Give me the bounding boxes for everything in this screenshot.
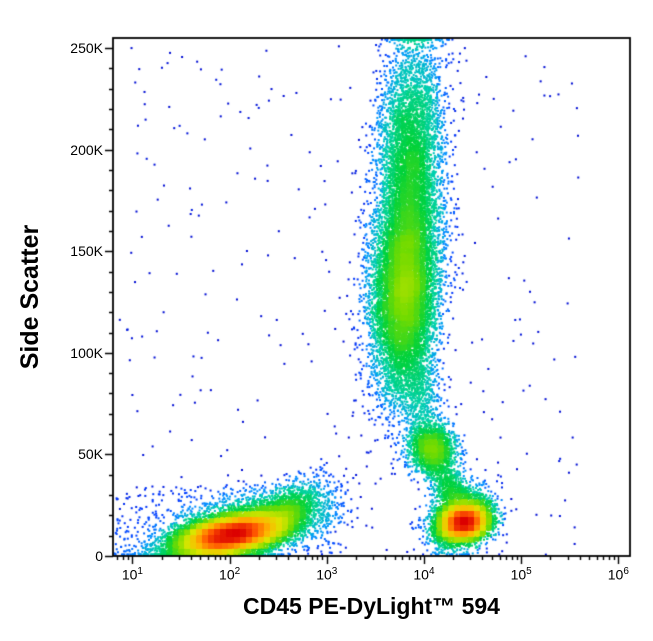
x-tick-label: 101 (121, 566, 143, 583)
y-tick-label: 150K (70, 243, 103, 260)
x-tick-label: 106 (607, 566, 629, 583)
x-axis-label: CD45 PE-DyLight™ 594 (243, 593, 500, 619)
x-tick-label: 104 (413, 566, 435, 583)
x-tick-label: 102 (219, 566, 241, 583)
y-tick-label: 100K (70, 344, 103, 361)
x-tick-label: 105 (510, 566, 532, 583)
y-tick-label: 50K (78, 446, 103, 463)
x-tick-label: 103 (316, 566, 338, 583)
y-axis-label: Side Scatter (16, 224, 44, 370)
y-tick-label: 0 (95, 548, 103, 564)
y-tick-label: 200K (70, 141, 103, 158)
y-tick-label: 250K (70, 40, 103, 57)
